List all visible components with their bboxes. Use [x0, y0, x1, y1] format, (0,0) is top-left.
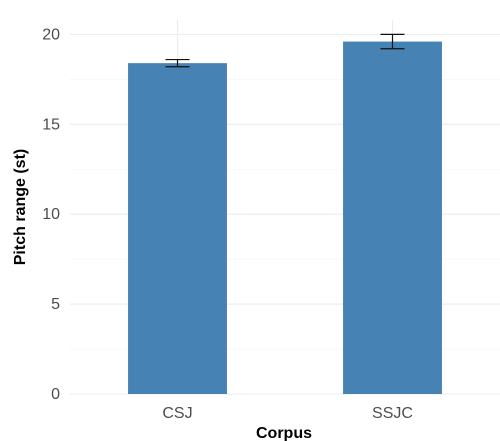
x-tick-label: SSJC	[372, 405, 413, 422]
bar-csj	[128, 63, 227, 395]
error-bar-csj	[165, 58, 190, 68]
y-tick-label: 15	[42, 116, 60, 133]
y-tick-label: 0	[51, 386, 60, 403]
x-tick-label: CSJ	[162, 405, 192, 422]
x-axis-ticks: CSJ SSJC	[162, 405, 413, 422]
y-tick-label: 20	[42, 26, 60, 43]
error-bars	[165, 33, 405, 68]
bar-ssjc	[343, 41, 442, 394]
y-axis-ticks: 0 5 10 15 20	[42, 26, 60, 403]
y-tick-label: 10	[42, 206, 60, 223]
y-tick-label: 5	[51, 296, 60, 313]
x-axis-title: Corpus	[256, 425, 312, 441]
y-axis-title: Pitch range (st)	[12, 149, 29, 265]
bars	[128, 41, 442, 395]
error-bar-ssjc	[380, 33, 405, 50]
